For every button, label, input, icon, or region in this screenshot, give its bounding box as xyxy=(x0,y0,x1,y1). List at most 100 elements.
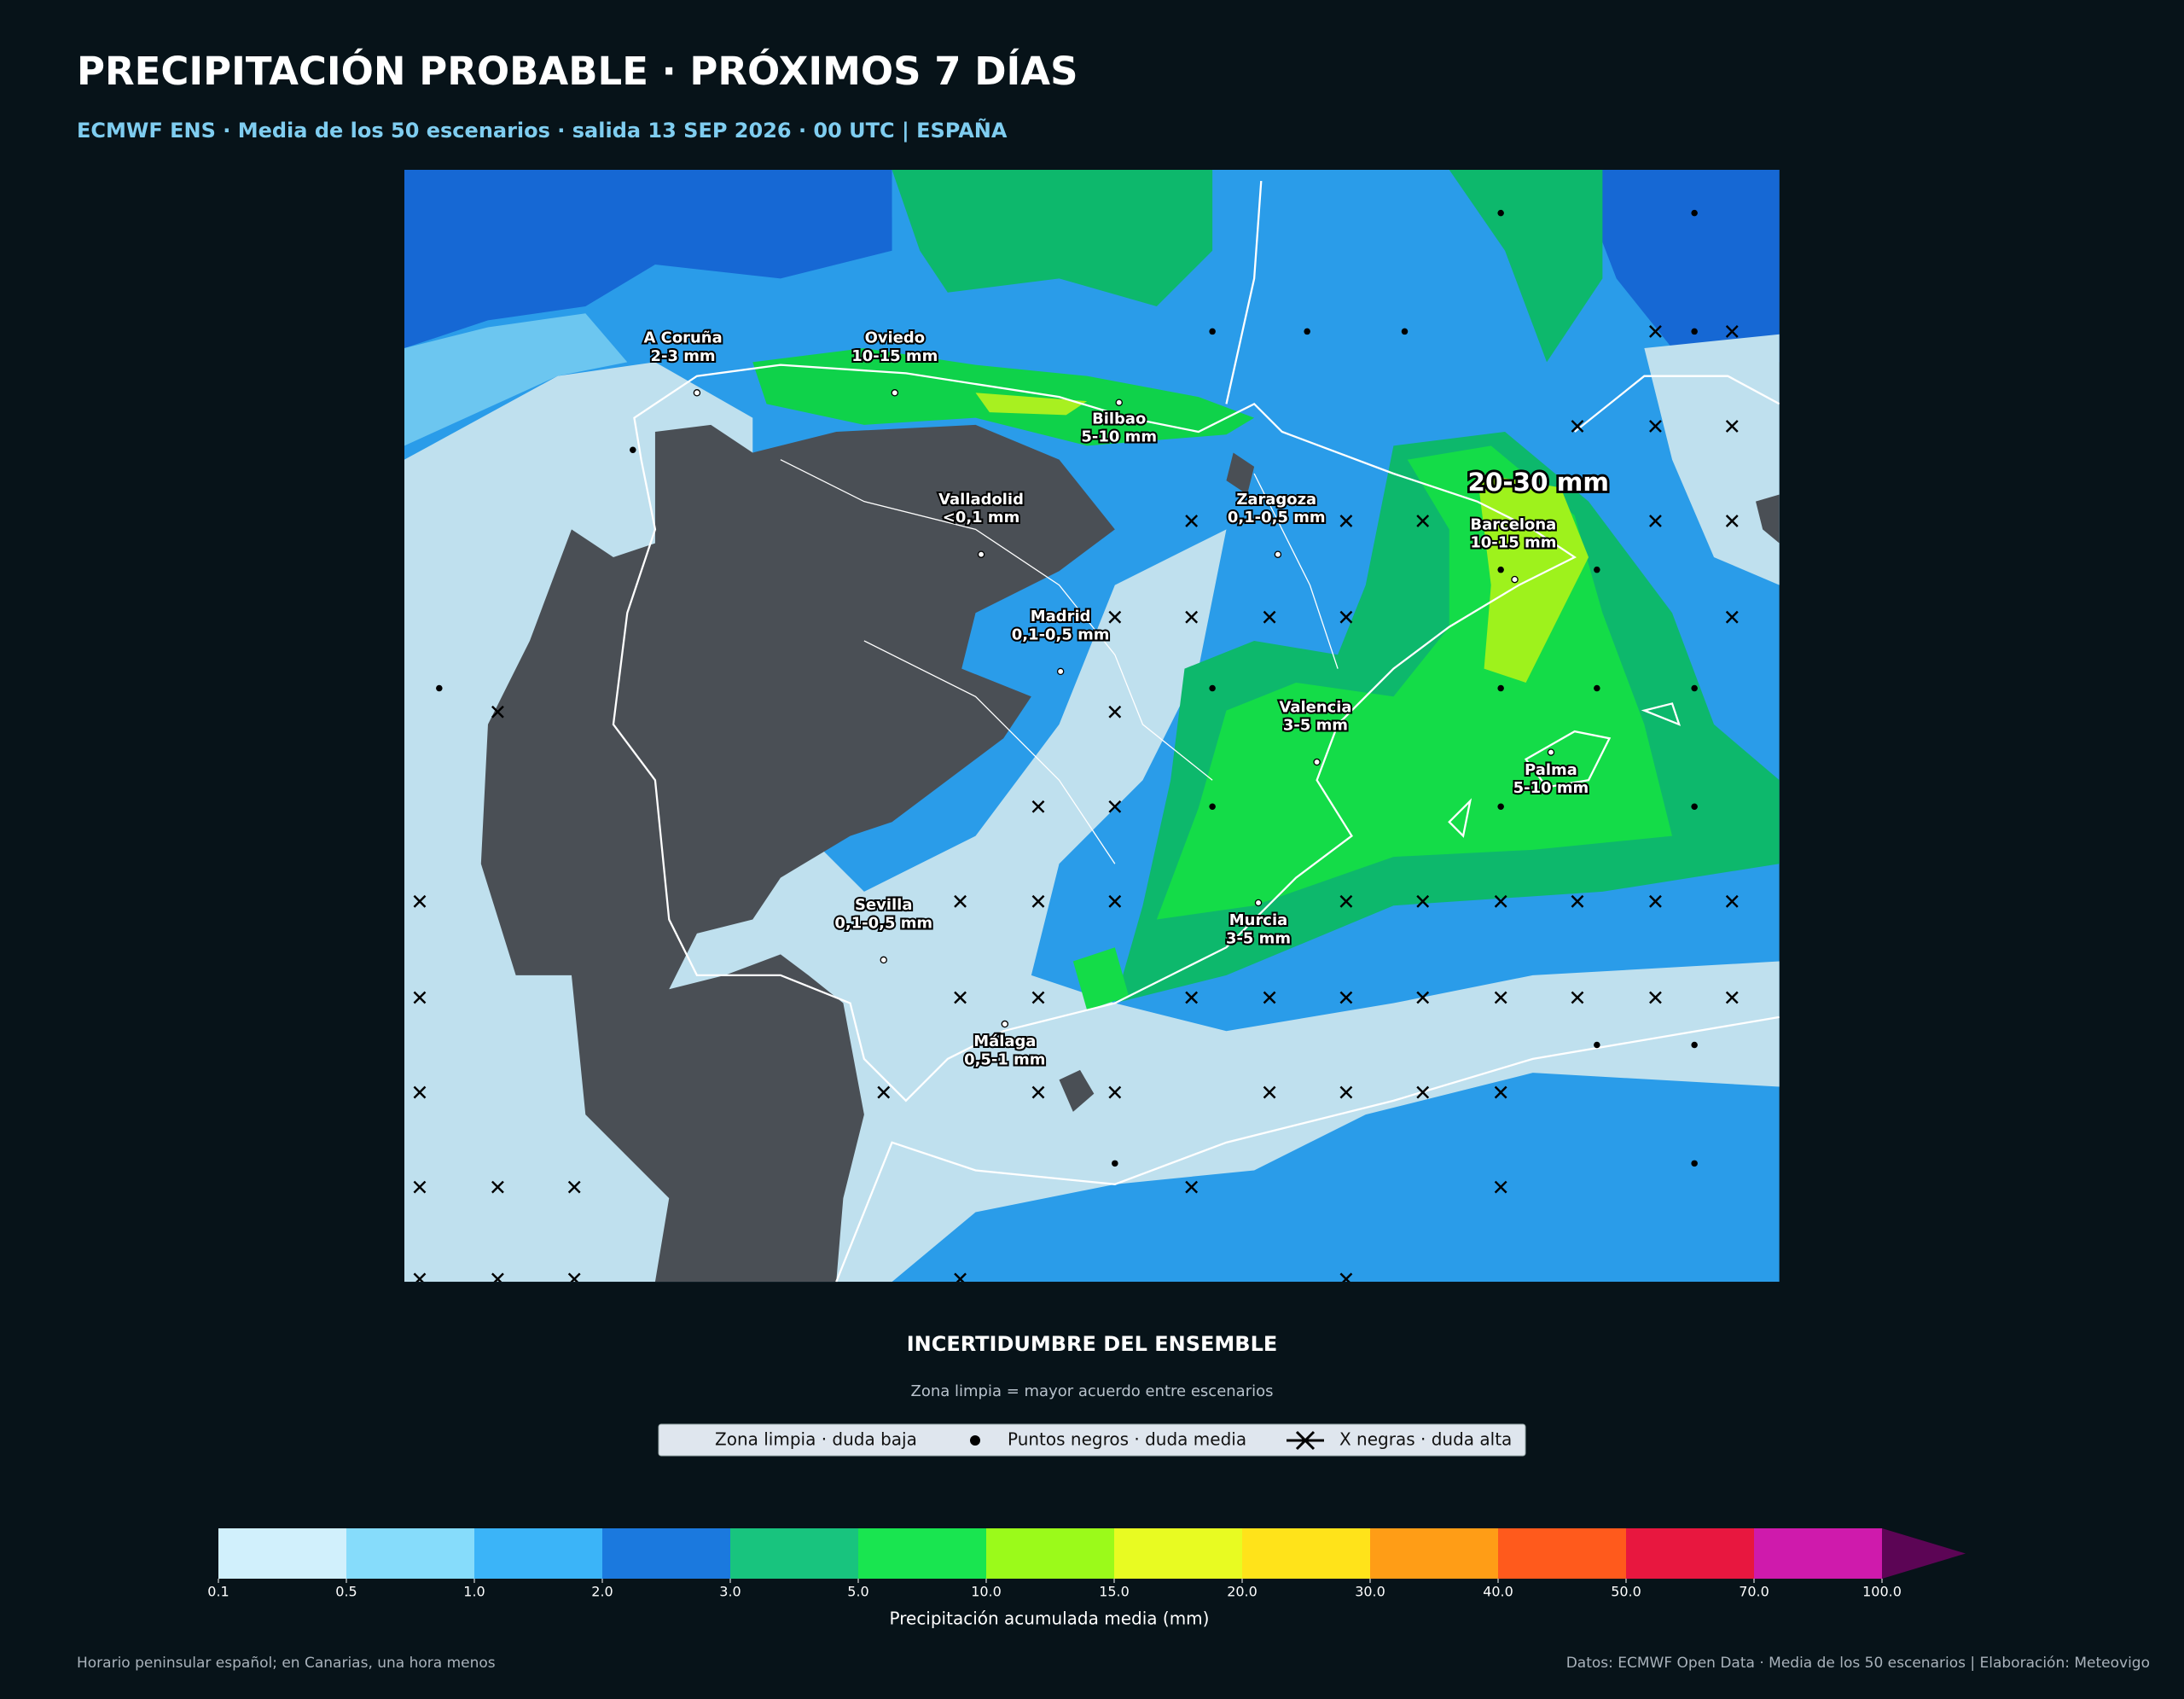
city-dot xyxy=(1547,748,1555,756)
colorbar-tick-label: 15.0 xyxy=(1099,1584,1130,1600)
city-amount: 2-3 mm xyxy=(651,347,716,365)
colorbar-tick-label: 2.0 xyxy=(591,1584,613,1600)
doubt-x xyxy=(1108,1085,1122,1099)
doubt-x xyxy=(1108,800,1122,813)
doubt-dot xyxy=(1691,209,1698,217)
city-name: Valencia xyxy=(1279,698,1351,716)
doubt-x xyxy=(1649,991,1662,1004)
field-yellow-green xyxy=(975,393,1088,416)
doubt-x xyxy=(1494,991,1507,1004)
colorbar-tick-label: 10.0 xyxy=(971,1584,1002,1600)
city-amount: 0,5-1 mm xyxy=(964,1050,1045,1068)
colorbar-segment xyxy=(986,1528,1115,1579)
doubt-dot xyxy=(1497,684,1504,692)
city-amount: 0,1-0,5 mm xyxy=(834,914,932,932)
doubt-dot xyxy=(1594,1041,1600,1049)
colorbar-segment xyxy=(474,1528,603,1579)
coastlines xyxy=(612,180,1780,1283)
doubt-x xyxy=(1031,894,1045,908)
doubt-x xyxy=(413,894,427,908)
doubt-x xyxy=(1416,515,1430,527)
colorbar-extension xyxy=(1882,1528,1966,1579)
legend-entry: Zona limpia · duda baja xyxy=(715,1429,917,1450)
highlight-amount: 20-30 mm xyxy=(1468,468,1609,497)
doubt-dot xyxy=(1209,803,1216,811)
doubt-dot xyxy=(1497,566,1504,573)
city-dot xyxy=(1115,399,1123,406)
city-dot xyxy=(693,389,701,397)
doubt-x xyxy=(1339,1272,1353,1283)
city-name: Valladolid xyxy=(938,491,1024,509)
doubt-x xyxy=(1185,991,1199,1004)
doubt-x xyxy=(954,1272,967,1283)
colorbar-segment xyxy=(858,1528,987,1579)
doubt-dot xyxy=(1691,684,1698,692)
doubt-x xyxy=(1649,894,1662,908)
islands xyxy=(1448,702,1682,838)
doubt-x xyxy=(491,1272,504,1283)
city-name: Oviedo xyxy=(865,329,925,347)
doubt-x xyxy=(1494,1085,1507,1099)
colorbar-tick-label: 5.0 xyxy=(847,1584,868,1600)
masked-land xyxy=(480,424,1115,1283)
legend-box xyxy=(658,1423,1526,1457)
doubt-dot xyxy=(1209,684,1216,692)
city-amount: 3-5 mm xyxy=(1283,717,1348,735)
city-amount: 5-10 mm xyxy=(1081,428,1157,446)
doubt-x xyxy=(1185,515,1199,527)
city-name: Bilbao xyxy=(1092,410,1146,428)
doubt-x xyxy=(1108,610,1122,624)
colorbar: 0.1 0.5 1.0 2.0 3.0 5.0 10.0 15.0 20.0 30.0 40.0 50… xyxy=(207,1528,1966,1600)
colorbar-tick-label: 0.5 xyxy=(335,1584,357,1600)
city-dot xyxy=(1001,1020,1009,1028)
colorbar-tick-label: 1.0 xyxy=(463,1584,485,1600)
legend-dot xyxy=(970,1435,980,1446)
city-dot xyxy=(1254,899,1263,907)
doubt-dot xyxy=(1112,1160,1118,1167)
doubt-dot xyxy=(1594,566,1600,573)
colorbar-segment xyxy=(730,1528,859,1579)
doubt-x xyxy=(1031,800,1045,813)
colorbar-segment xyxy=(1754,1528,1883,1579)
city-dot xyxy=(1511,575,1519,584)
doubt-x xyxy=(1649,420,1662,433)
colorbar-tick-label: 50.0 xyxy=(1611,1584,1641,1600)
colorbar-tick-label: 100.0 xyxy=(1862,1584,1902,1600)
doubt-dot xyxy=(1691,1160,1698,1167)
city-name: Málaga xyxy=(973,1033,1036,1050)
map-fields xyxy=(404,170,1780,1283)
legend-x xyxy=(1287,1430,1324,1451)
coastline xyxy=(1225,180,1263,404)
doubt-x xyxy=(413,1180,427,1194)
city-amount: 0,1-0,5 mm xyxy=(1228,509,1326,527)
doubt-x xyxy=(1649,325,1662,338)
city-name: Murcia xyxy=(1229,911,1287,929)
doubt-x xyxy=(1571,420,1584,433)
city-amount: 10-15 mm xyxy=(1470,534,1556,552)
colorbar-segment xyxy=(1626,1528,1755,1579)
colorbar-tick-label: 70.0 xyxy=(1739,1584,1769,1600)
coastline xyxy=(835,1015,1780,1283)
colorbar-label: Precipitación acumulada media (mm) xyxy=(890,1609,1210,1629)
doubt-x xyxy=(1339,991,1353,1004)
doubt-x xyxy=(1108,705,1122,719)
doubt-x xyxy=(1571,894,1584,908)
doubt-dot xyxy=(1691,328,1698,335)
colorbar-segment xyxy=(602,1528,731,1579)
city-dot xyxy=(977,550,985,558)
doubt-dot xyxy=(436,684,443,692)
doubt-x xyxy=(1263,991,1276,1004)
doubt-x xyxy=(1649,515,1662,527)
doubt-x xyxy=(1185,1180,1199,1194)
doubt-x xyxy=(954,894,967,908)
colorbar-tick-label: 30.0 xyxy=(1355,1584,1385,1600)
doubt-x xyxy=(1494,894,1507,908)
colorbar-tick-label: 20.0 xyxy=(1227,1584,1258,1600)
coastline xyxy=(1574,375,1780,433)
doubt-dot xyxy=(1691,803,1698,811)
colorbar-tick-label: 0.1 xyxy=(207,1584,229,1600)
field-green xyxy=(892,170,1213,307)
doubt-dot xyxy=(1594,684,1600,692)
